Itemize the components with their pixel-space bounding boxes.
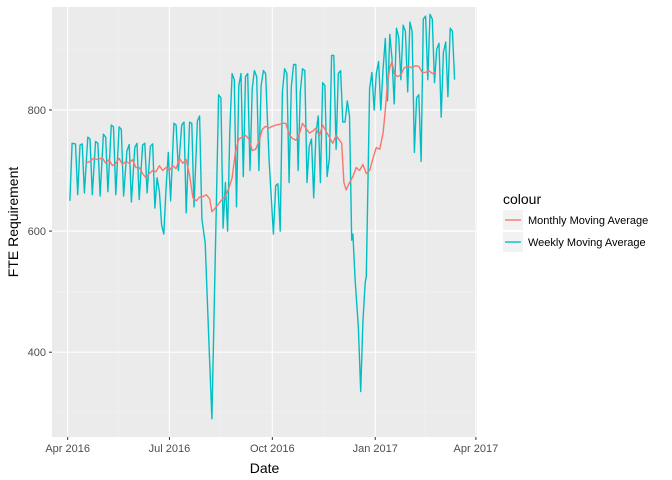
y-axis-title: FTE Requirement: [5, 167, 21, 278]
plot-panel: [52, 7, 477, 437]
legend-entry-weekly-moving-average: Weekly Moving Average: [503, 232, 646, 252]
series-line-monthly-moving-average: [85, 60, 436, 213]
y-tick-label: 600: [28, 226, 46, 238]
x-axis: Apr 2016 Jul 2016 Oct 2016 Jan 2017 Apr 2017: [45, 437, 498, 455]
legend-entries: Monthly Moving Average Weekly Moving Aver…: [503, 210, 648, 252]
legend-entry-monthly-moving-average: Monthly Moving Average: [503, 210, 648, 230]
legend-label: Monthly Moving Average: [528, 215, 648, 227]
legend-label: Weekly Moving Average: [528, 237, 646, 249]
x-tick-label: Oct 2016: [250, 443, 295, 455]
y-tick-label: 800: [28, 105, 46, 117]
x-tick-label: Jan 2017: [353, 443, 398, 455]
x-tick-label: Apr 2017: [454, 443, 499, 455]
x-axis-title: Date: [250, 460, 280, 476]
y-axis: 400 600 800: [28, 105, 52, 359]
series-layer: [69, 13, 456, 420]
x-tick-label: Jul 2016: [149, 443, 191, 455]
legend: colour Monthly Moving Average Weekly Movi…: [503, 191, 648, 252]
plot-panel-background: [52, 7, 477, 437]
x-tick-label: Apr 2016: [45, 443, 90, 455]
y-tick-label: 400: [28, 347, 46, 359]
legend-title: colour: [503, 191, 541, 207]
series-line-weekly-moving-average: [69, 13, 456, 420]
